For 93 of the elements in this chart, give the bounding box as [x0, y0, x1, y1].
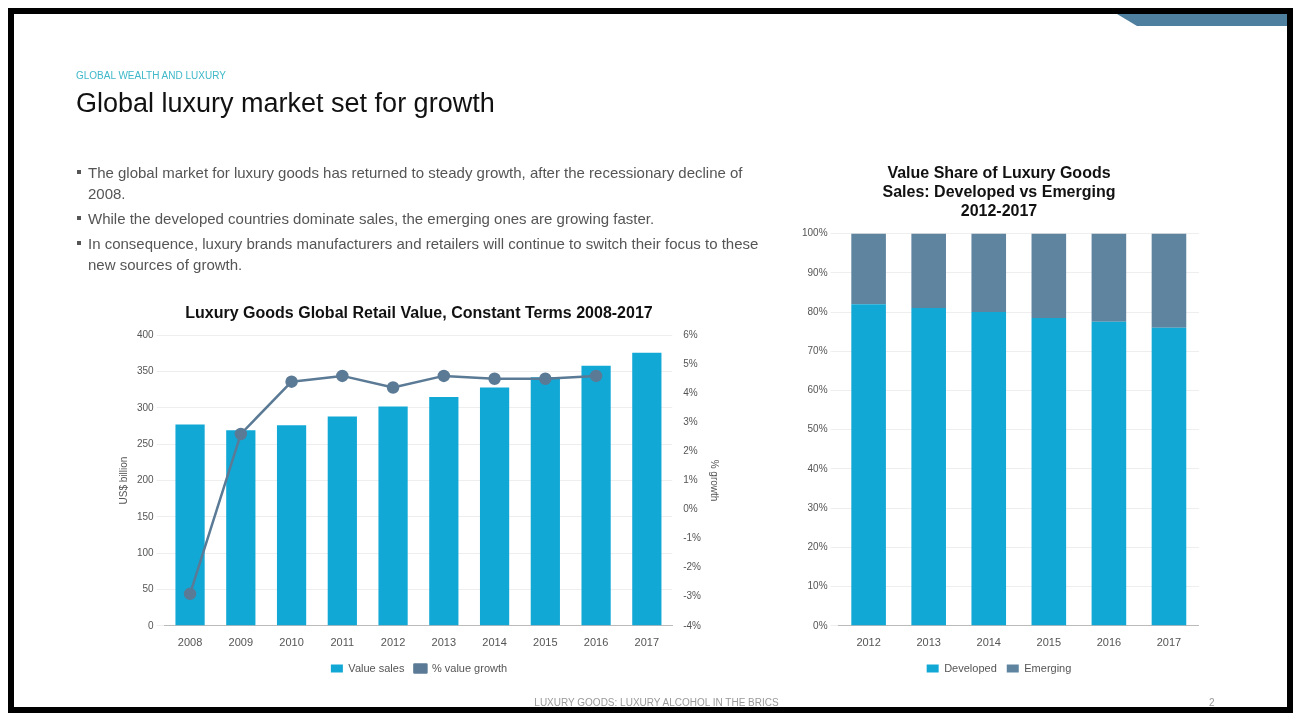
bar — [530, 377, 560, 626]
bar — [911, 233, 946, 309]
bar — [1091, 321, 1127, 626]
y-tick-label: 100% — [802, 227, 828, 239]
text: GLOBAL WEALTH AND LUXURY — [76, 70, 226, 81]
x-tick-label: 2011 — [330, 636, 355, 649]
bar — [175, 424, 205, 626]
point — [539, 372, 552, 386]
y-tick-label: 50 — [142, 583, 155, 595]
bar — [429, 396, 459, 626]
y-tick-label: 100 — [137, 546, 155, 558]
point — [285, 375, 298, 388]
y2-tick-label: 5% — [683, 358, 698, 370]
text: In consequence, luxury brands manufacturers and retailers will continue to switch their focus to these new sources of growth. — [88, 235, 759, 273]
legend-label: Value sales — [348, 661, 405, 674]
chart-title: Value Share of Luxury Goods Sales: Developed vs Emerging 2012-2017 — [882, 164, 1116, 220]
legend-label: Developed — [944, 661, 997, 674]
x-tick-label: 2016 — [583, 636, 609, 649]
y-tick-label: 150 — [137, 510, 155, 522]
y-tick-label: 250 — [137, 437, 155, 449]
x-tick-label: 2017 — [1156, 636, 1182, 649]
bar — [378, 406, 408, 626]
bar — [851, 304, 886, 626]
x-tick-label: 2013 — [431, 636, 457, 649]
point — [589, 369, 603, 383]
y-tick-label: 70% — [807, 345, 828, 357]
y-tick-label: 350 — [137, 365, 155, 377]
y-tick-label: 30% — [807, 501, 828, 513]
bar — [1151, 327, 1187, 626]
y-tick-label: 40% — [807, 462, 828, 474]
point — [437, 369, 451, 383]
y2-tick-label: -1% — [683, 532, 702, 544]
bar — [851, 233, 886, 305]
y2-tick-label: -3% — [683, 590, 702, 602]
y-tick-label: 0 — [148, 619, 155, 631]
chart-title: Luxury Goods Global Retail Value, Constant Terms 2008-2017 — [185, 304, 653, 322]
x-tick-label: 2017 — [634, 636, 660, 649]
legend-label: % value growth — [431, 661, 508, 674]
x-tick-label: 2014 — [482, 636, 507, 649]
x-tick-label: 2013 — [916, 636, 941, 649]
x-tick-label: 2009 — [228, 636, 254, 649]
y-tick-label: 10% — [807, 580, 828, 592]
point — [386, 381, 400, 394]
x-tick-label: 2015 — [1036, 636, 1062, 649]
x-tick-label: 2012 — [856, 636, 881, 649]
y-tick-label: 80% — [807, 305, 828, 317]
point — [336, 369, 349, 383]
y2-tick-label: -4% — [683, 619, 702, 631]
bar — [911, 308, 946, 626]
bar — [1031, 317, 1067, 626]
bar — [1091, 233, 1127, 322]
bar — [1031, 233, 1067, 318]
legend-label: Emerging — [1024, 661, 1072, 674]
x-tick-label: 2014 — [976, 636, 1001, 649]
bar — [276, 425, 307, 626]
bar — [632, 352, 662, 626]
bar — [1151, 233, 1187, 328]
point — [488, 372, 501, 386]
y2-tick-label: -2% — [683, 561, 702, 573]
bar — [226, 430, 256, 626]
bar — [971, 312, 1007, 626]
x-tick-label: 2012 — [380, 636, 406, 649]
y-tick-label: 60% — [807, 384, 828, 396]
y-tick-label: 90% — [807, 266, 828, 278]
x-tick-label: 2015 — [533, 636, 558, 649]
point — [234, 427, 248, 441]
y2-tick-label: 4% — [683, 387, 698, 399]
y-tick-label: 0% — [813, 619, 828, 631]
y-tick-label: 400 — [137, 328, 155, 340]
bar — [971, 233, 1007, 313]
text: LUXURY GOODS: LUXURY ALCOHOL IN THE BRICS — [534, 697, 779, 708]
y-tick-label: 300 — [137, 401, 155, 413]
x-tick-label: 2010 — [279, 636, 304, 649]
y2-tick-label: 2% — [683, 445, 698, 457]
y-tick-label: 200 — [137, 474, 155, 486]
y-axis-title: US$ billion — [117, 456, 129, 505]
bar — [479, 387, 510, 626]
y2-axis-title: % growth — [709, 459, 721, 502]
y-tick-label: 50% — [807, 423, 828, 435]
y2-tick-label: 3% — [683, 416, 698, 428]
y2-tick-label: 6% — [683, 328, 698, 340]
text: Global luxury market set for growth — [76, 88, 495, 119]
y-tick-label: 20% — [807, 541, 828, 553]
y2-tick-label: 1% — [683, 474, 698, 486]
x-tick-label: 2016 — [1096, 636, 1122, 649]
y2-tick-label: 0% — [683, 503, 698, 515]
text: 2 — [1209, 697, 1215, 708]
bar — [327, 416, 357, 626]
text: While the developed countries dominate sales, the emerging ones are growing faster. — [88, 210, 655, 227]
point — [183, 587, 197, 601]
text: The global market for luxury goods has returned to steady growth, after the recessionary decline of 2008. — [88, 164, 743, 202]
bar — [581, 365, 611, 626]
x-tick-label: 2008 — [177, 636, 203, 649]
